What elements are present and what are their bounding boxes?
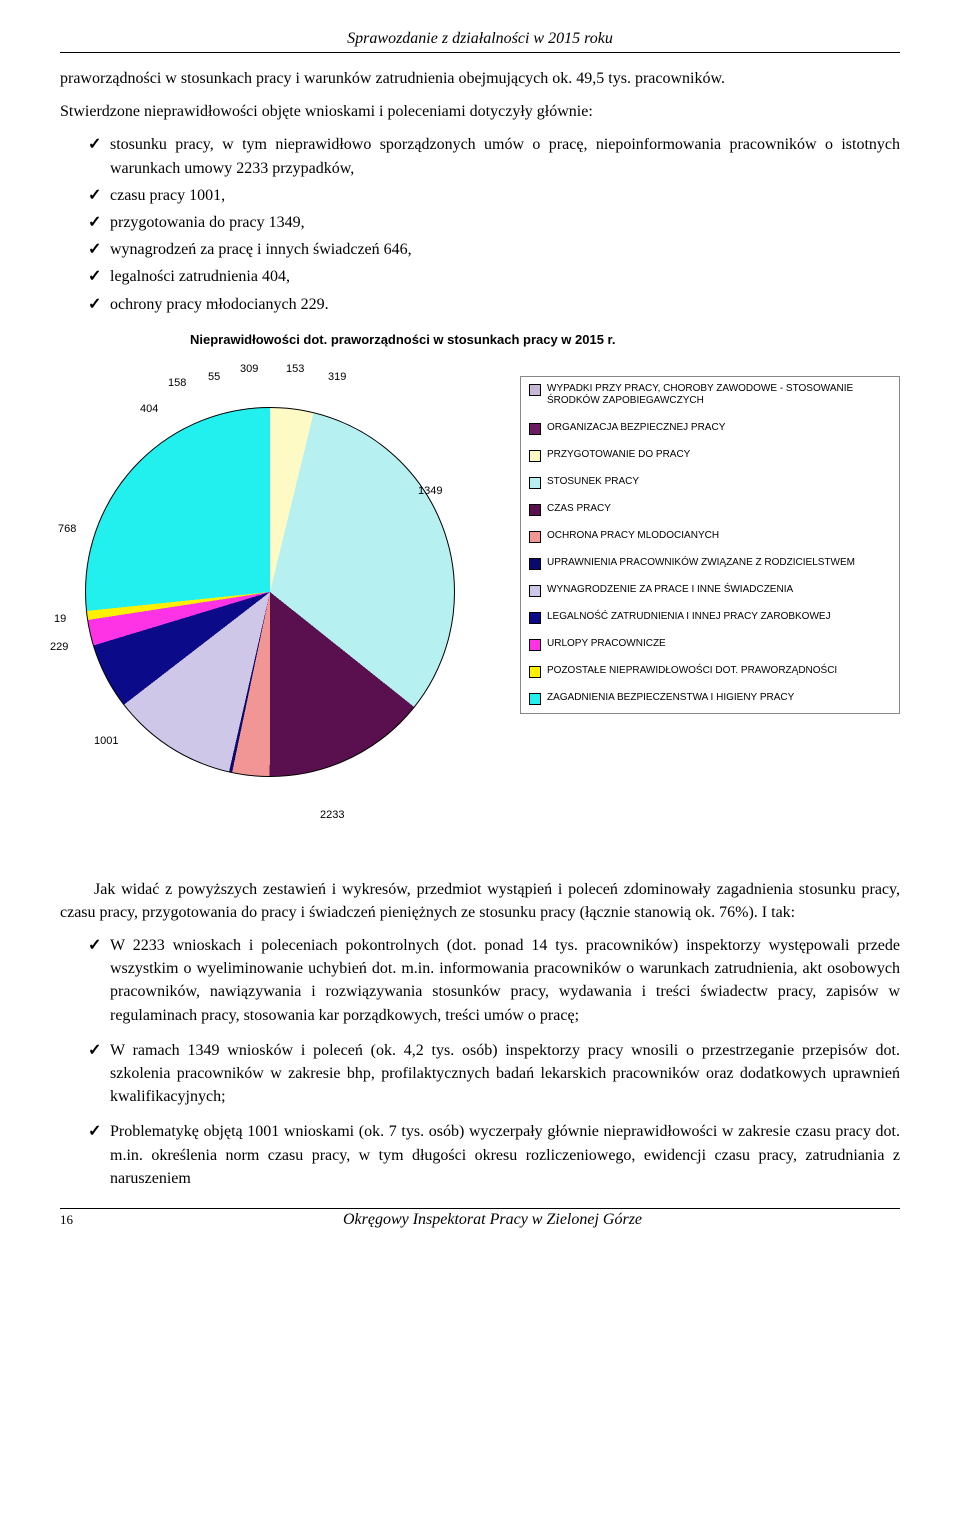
legend-label: STOSUNEK PRACY — [547, 476, 639, 489]
legend-label: URLOPY PRACOWNICZE — [547, 638, 666, 651]
intro-bullet: legalności zatrudnienia 404, — [88, 265, 900, 288]
legend-swatch — [529, 384, 541, 396]
legend-swatch — [529, 693, 541, 705]
legend-label: CZAS PRACY — [547, 503, 611, 516]
pie-slice-label: 768 — [58, 523, 76, 535]
legend-label: ZAGADNIENIA BEZPIECZENSTWA I HIGIENY PRA… — [547, 692, 794, 705]
pie-slice-label: 1001 — [94, 735, 118, 747]
header-rule — [60, 52, 900, 53]
body-bullet: W 2233 wnioskach i poleceniach pokontrol… — [88, 934, 900, 1027]
legend-swatch — [529, 477, 541, 489]
footer-title: Okręgowy Inspektorat Pracy w Zielonej Gó… — [85, 1211, 900, 1229]
pie-slice-label: 2233 — [320, 809, 344, 821]
pie-slice-label: 404 — [140, 403, 158, 415]
legend-label: OCHRONA PRACY MLODOCIANYCH — [547, 530, 719, 543]
body-bullet: Problematykę objętą 1001 wnioskami (ok. … — [88, 1120, 900, 1190]
legend-row: WYNAGRODZENIE ZA PRACE I INNE ŚWIADCZENI… — [529, 584, 889, 597]
intro-para-2: Stwierdzone nieprawidłowości objęte wnio… — [60, 100, 900, 123]
page-number: 16 — [60, 1212, 73, 1228]
chart-block: Nieprawidłowości dot. praworządności w s… — [60, 332, 900, 852]
intro-bullet: przygotowania do pracy 1349, — [88, 211, 900, 234]
chart-legend: WYPADKI PRZY PRACY, CHOROBY ZAWODOWE - S… — [520, 376, 900, 714]
legend-swatch — [529, 585, 541, 597]
intro-bullet-list: stosunku pracy, w tym nieprawidłowo spor… — [60, 133, 900, 315]
pie-slice-label: 153 — [286, 363, 304, 375]
pie-slice-label: 309 — [240, 363, 258, 375]
legend-row: ZAGADNIENIA BEZPIECZENSTWA I HIGIENY PRA… — [529, 692, 889, 705]
pie-slice-label: 55 — [208, 371, 220, 383]
legend-label: UPRAWNIENIA PRACOWNIKÓW ZWIĄZANE Z RODZI… — [547, 557, 855, 570]
legend-row: ORGANIZACJA BEZPIECZNEJ PRACY — [529, 422, 889, 435]
body-para-1: Jak widać z powyższych zestawień i wykre… — [60, 878, 900, 924]
legend-row: POZOSTAŁE NIEPRAWIDŁOWOŚCI DOT. PRAWORZĄ… — [529, 665, 889, 678]
legend-row: CZAS PRACY — [529, 503, 889, 516]
legend-swatch — [529, 423, 541, 435]
pie-chart — [85, 407, 455, 777]
legend-row: PRZYGOTOWANIE DO PRACY — [529, 449, 889, 462]
legend-swatch — [529, 558, 541, 570]
pie-slice-label: 229 — [50, 641, 68, 653]
legend-label: PRZYGOTOWANIE DO PRACY — [547, 449, 690, 462]
legend-swatch — [529, 504, 541, 516]
legend-row: URLOPY PRACOWNICZE — [529, 638, 889, 651]
legend-row: LEGALNOŚĆ ZATRUDNIENIA I INNEJ PRACY ZAR… — [529, 611, 889, 624]
legend-label: WYNAGRODZENIE ZA PRACE I INNE ŚWIADCZENI… — [547, 584, 793, 597]
footer-row: 16 Okręgowy Inspektorat Pracy w Zielonej… — [60, 1211, 900, 1229]
header-title: Sprawozdanie z działalności w 2015 roku — [60, 30, 900, 48]
legend-label: ORGANIZACJA BEZPIECZNEJ PRACY — [547, 422, 725, 435]
pie-wrap: 1533193095515840476819229100122331349 — [60, 347, 430, 717]
intro-bullet: wynagrodzeń za pracę i innych świadczeń … — [88, 238, 900, 261]
legend-label: WYPADKI PRZY PRACY, CHOROBY ZAWODOWE - S… — [547, 383, 889, 408]
chart-title: Nieprawidłowości dot. praworządności w s… — [190, 332, 616, 347]
legend-swatch — [529, 639, 541, 651]
body-bullet-list: W 2233 wnioskach i poleceniach pokontrol… — [60, 934, 900, 1190]
intro-bullet: stosunku pracy, w tym nieprawidłowo spor… — [88, 133, 900, 179]
intro-para-1: praworządności w stosunkach pracy i waru… — [60, 67, 900, 90]
footer-rule — [60, 1208, 900, 1209]
legend-row: WYPADKI PRZY PRACY, CHOROBY ZAWODOWE - S… — [529, 383, 889, 408]
intro-bullet: czasu pracy 1001, — [88, 184, 900, 207]
legend-swatch — [529, 531, 541, 543]
legend-swatch — [529, 450, 541, 462]
legend-swatch — [529, 666, 541, 678]
legend-row: STOSUNEK PRACY — [529, 476, 889, 489]
pie-slice-label: 319 — [328, 371, 346, 383]
legend-row: UPRAWNIENIA PRACOWNIKÓW ZWIĄZANE Z RODZI… — [529, 557, 889, 570]
legend-label: POZOSTAŁE NIEPRAWIDŁOWOŚCI DOT. PRAWORZĄ… — [547, 665, 837, 678]
legend-swatch — [529, 612, 541, 624]
pie-slice-label: 158 — [168, 377, 186, 389]
legend-row: OCHRONA PRACY MLODOCIANYCH — [529, 530, 889, 543]
pie-slice-label: 1349 — [418, 485, 442, 497]
pie-slice-label: 19 — [54, 613, 66, 625]
intro-bullet: ochrony pracy młodocianych 229. — [88, 293, 900, 316]
legend-label: LEGALNOŚĆ ZATRUDNIENIA I INNEJ PRACY ZAR… — [547, 611, 831, 624]
body-bullet: W ramach 1349 wniosków i poleceń (ok. 4,… — [88, 1039, 900, 1109]
